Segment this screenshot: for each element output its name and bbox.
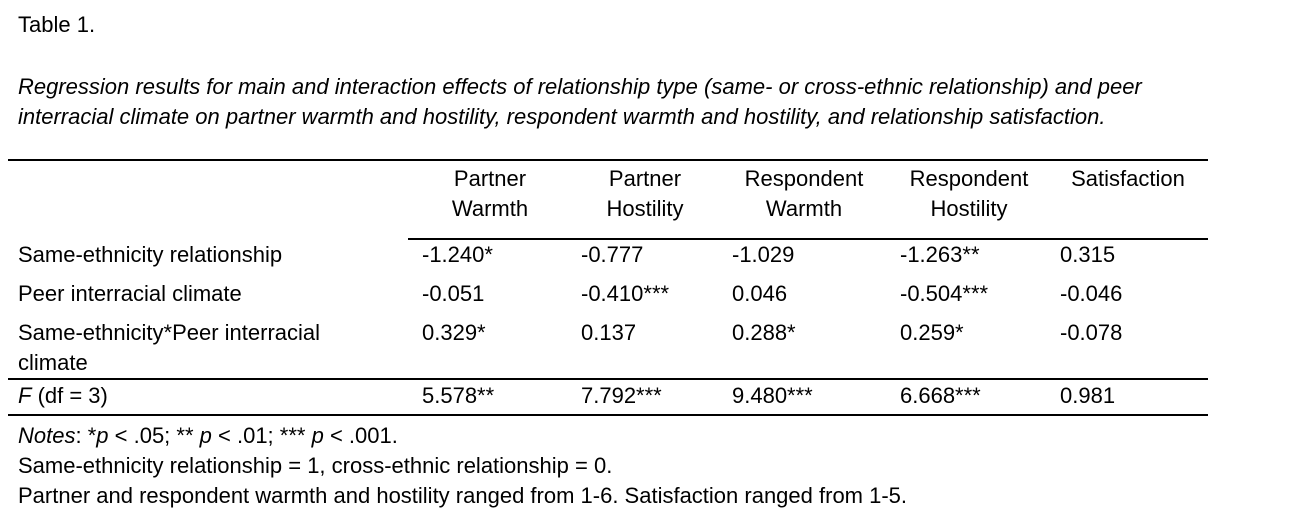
notes-line-2: Same-ethnicity relationship = 1, cross-e… <box>18 453 613 478</box>
cell-f-partner-warmth: 5.578** <box>422 383 495 408</box>
table-caption: Regression results for main and interact… <box>18 72 1288 132</box>
cell-r1-partner-hostility: -0.777 <box>581 242 644 267</box>
cell-r3-respondent-hostility: 0.259* <box>900 320 964 345</box>
notes-line-3: Partner and respondent warmth and hostil… <box>18 483 908 508</box>
cell-r3-partner-hostility: 0.137 <box>581 320 637 345</box>
notes-line-1: Notes: *p < .05; ** p < .01; *** p < .00… <box>18 423 398 448</box>
column-header-partner-warmth: Partner Warmth <box>451 166 529 221</box>
row-label-f-statistic: F (df = 3) <box>18 383 108 408</box>
cell-r2-satisfaction: -0.046 <box>1060 281 1123 306</box>
table-notes: Notes: *p < .05; ** p < .01; *** p < .00… <box>18 421 907 511</box>
column-header-respondent-hostility: Respondent Hostility <box>909 166 1029 221</box>
table-label: Table 1. <box>18 12 96 37</box>
cell-r2-respondent-hostility: -0.504*** <box>900 281 989 306</box>
column-header-satisfaction: Satisfaction <box>1071 166 1185 191</box>
cell-r2-respondent-warmth: 0.046 <box>732 281 788 306</box>
caption-line-2: interracial climate on partner warmth an… <box>18 104 1106 129</box>
cell-f-respondent-hostility: 6.668*** <box>900 383 981 408</box>
cell-r1-partner-warmth: -1.240* <box>422 242 493 267</box>
cell-r2-partner-warmth: -0.051 <box>422 281 485 306</box>
column-header-partner-hostility: Partner Hostility <box>606 166 684 221</box>
cell-r1-respondent-warmth: -1.029 <box>732 242 795 267</box>
row-label-peer-climate: Peer interracial climate <box>18 281 242 306</box>
cell-f-satisfaction: 0.981 <box>1060 383 1116 408</box>
caption-line-1: Regression results for main and interact… <box>18 74 1142 99</box>
cell-r3-respondent-warmth: 0.288* <box>732 320 796 345</box>
cell-r1-respondent-hostility: -1.263** <box>900 242 980 267</box>
header-rule <box>408 238 1208 240</box>
row-label-same-ethnicity: Same-ethnicity relationship <box>18 242 283 267</box>
cell-r3-partner-warmth: 0.329* <box>422 320 486 345</box>
table-bottom-rule <box>8 414 1208 416</box>
column-header-respondent-warmth: Respondent Warmth <box>744 166 864 221</box>
f-row-top-rule <box>8 378 1208 380</box>
table-top-rule <box>8 159 1208 161</box>
cell-f-partner-hostility: 7.792*** <box>581 383 662 408</box>
cell-r1-satisfaction: 0.315 <box>1060 242 1116 267</box>
row-label-interaction: Same-ethnicity*Peer interracial climate <box>18 320 321 375</box>
cell-r2-partner-hostility: -0.410*** <box>581 281 670 306</box>
cell-f-respondent-warmth: 9.480*** <box>732 383 813 408</box>
cell-r3-satisfaction: -0.078 <box>1060 320 1123 345</box>
